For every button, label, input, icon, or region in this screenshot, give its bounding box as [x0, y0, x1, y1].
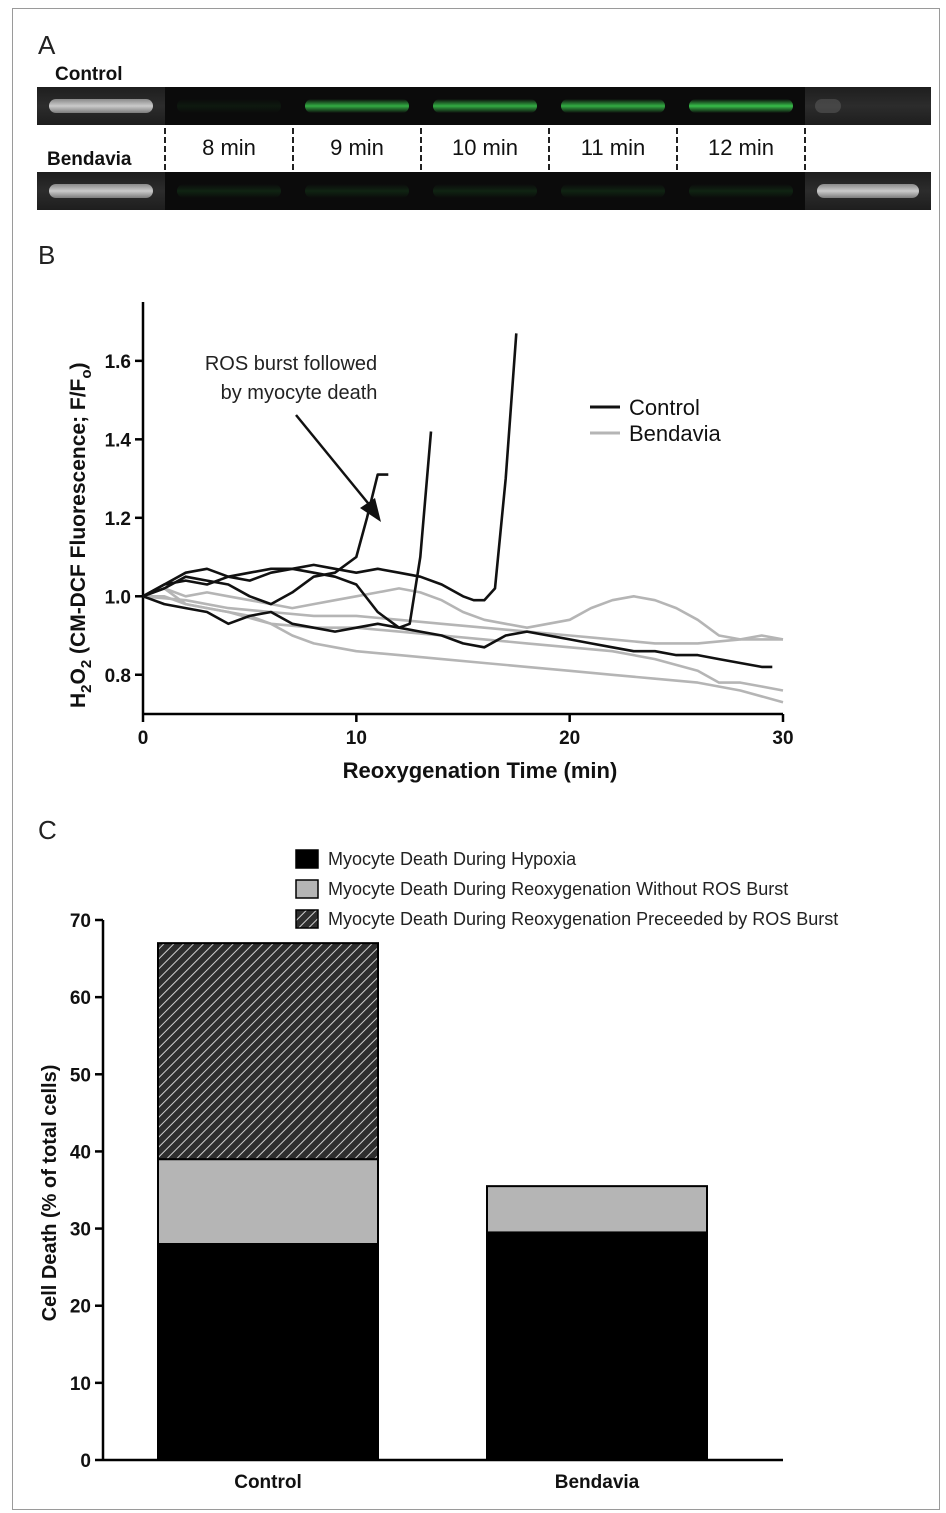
dcf-signal — [433, 99, 537, 113]
bendavia-fluorescence-frame — [421, 172, 549, 210]
dead-cell-remnant — [815, 99, 841, 113]
legend-label: Myocyte Death During Reoxygenation Prece… — [328, 909, 838, 929]
bendavia-trace — [142, 595, 783, 645]
y-tick-label: 0.8 — [105, 666, 131, 687]
control-fluorescence-frame — [165, 87, 293, 125]
myocyte-shape — [817, 184, 919, 198]
frame-separator — [420, 128, 422, 170]
dcf-signal — [433, 184, 537, 198]
x-tick-label: 10 — [346, 728, 367, 749]
bendavia-fluorescence-frame — [165, 172, 293, 210]
frame-separator — [164, 128, 166, 170]
x-tick-label: 0 — [138, 728, 149, 749]
bendavia-trace — [142, 587, 784, 641]
frame-separator — [676, 128, 678, 170]
y-axis-label: Cell Death (% of total cells) — [39, 1065, 61, 1322]
bendavia-image-strip — [37, 172, 931, 210]
y-tick-label: 40 — [70, 1142, 91, 1163]
control-brightfield-after — [805, 87, 931, 125]
annotation-line-2: by myocyte death — [221, 382, 378, 404]
x-axis-label: Reoxygenation Time (min) — [343, 758, 618, 783]
time-label: 9 min — [330, 135, 384, 160]
legend-label: Control — [629, 395, 700, 420]
time-label: 8 min — [202, 135, 256, 160]
legend-label: Bendavia — [629, 421, 722, 446]
frame-separator — [292, 128, 294, 170]
control-image-strip — [37, 87, 931, 125]
time-label: 10 min — [451, 135, 519, 160]
myocyte-shape — [49, 99, 153, 113]
y-tick-label: 50 — [70, 1065, 91, 1086]
x-tick-label: 20 — [559, 728, 580, 749]
bar-segment — [486, 1185, 708, 1234]
x-tick-label: 30 — [772, 728, 793, 749]
y-tick-label: 30 — [70, 1220, 91, 1241]
panel-c-letter: C — [38, 815, 57, 845]
y-tick-label: 1.4 — [105, 430, 132, 451]
control-fluorescence-frame — [677, 87, 805, 125]
control-brightfield-before — [37, 87, 165, 125]
time-label: 11 min — [580, 135, 646, 160]
stacked-bar-chart: 0 10 20 30 40 50 60 70 Cell Death (% of total ce… — [39, 849, 838, 1493]
x-tick-label: Control — [234, 1472, 302, 1493]
figure-frame — [12, 8, 940, 1510]
y-tick-label: 1.0 — [105, 587, 131, 608]
y-tick-label: 60 — [70, 988, 91, 1009]
legend-label: Myocyte Death During Reoxygenation Witho… — [328, 879, 788, 899]
annotation-line-1: ROS burst followed — [205, 353, 377, 375]
y-tick-label: 1.2 — [105, 509, 131, 530]
y-tick-label: 10 — [70, 1374, 91, 1395]
x-tick-label: Bendavia — [555, 1472, 640, 1493]
control-fluorescence-frame — [421, 87, 549, 125]
bar-segment — [157, 1158, 379, 1245]
frame-separator — [548, 128, 550, 170]
control-trace — [142, 431, 433, 629]
control-trace — [142, 333, 518, 602]
legend-swatch — [295, 879, 319, 899]
myocyte-shape — [49, 184, 153, 198]
y-axis-label: H2O2 (CM-DCF Fluorescence; F/Fo) — [67, 362, 95, 708]
control-trace — [142, 473, 389, 606]
bendavia-fluorescence-frame — [549, 172, 677, 210]
time-label: 12 min — [707, 135, 775, 160]
frame-separator — [804, 128, 806, 170]
dcf-signal — [305, 184, 409, 198]
legend-label: Myocyte Death During Hypoxia — [328, 849, 577, 869]
y-tick-label: 1.6 — [105, 352, 131, 373]
line-chart: 0 10 20 30 0.8 1.0 1.2 1.4 1.6 Reoxygenation Time… — [67, 302, 794, 783]
dcf-signal — [561, 184, 665, 198]
control-row-label: Control — [55, 64, 123, 85]
legend-swatch — [295, 909, 319, 929]
y-tick-label: 0 — [80, 1451, 91, 1472]
bendavia-fluorescence-frame — [293, 172, 421, 210]
dcf-signal — [177, 99, 281, 113]
annotation-arrow-head — [360, 498, 381, 522]
panel-a-letter: A — [38, 30, 56, 60]
annotation-arrow-shaft — [295, 414, 373, 509]
y-tick-label: 70 — [70, 911, 91, 932]
bendavia-brightfield-before — [37, 172, 165, 210]
y-tick-label: 20 — [70, 1297, 91, 1318]
bar-segment — [486, 1231, 708, 1461]
panel-b-letter: B — [38, 240, 56, 270]
bar-segment — [157, 942, 379, 1161]
bendavia-row-label: Bendavia — [47, 149, 132, 170]
bendavia-fluorescence-frame — [677, 172, 805, 210]
bendavia-brightfield-after — [805, 172, 931, 210]
control-trace — [142, 595, 773, 669]
dcf-signal — [177, 184, 281, 198]
bendavia-trace — [142, 587, 784, 704]
dcf-signal — [689, 99, 793, 113]
dcf-signal — [305, 99, 409, 113]
legend-swatch — [295, 849, 319, 869]
bendavia-trace — [143, 595, 784, 692]
dcf-signal — [561, 99, 665, 113]
control-fluorescence-frame — [293, 87, 421, 125]
control-fluorescence-frame — [549, 87, 677, 125]
bar-segment — [157, 1243, 379, 1461]
dcf-signal — [689, 184, 793, 198]
